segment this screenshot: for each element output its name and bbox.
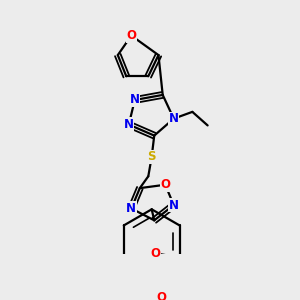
Text: N: N	[169, 199, 179, 212]
Text: N: N	[169, 112, 179, 125]
Text: S: S	[147, 150, 156, 163]
Text: O: O	[160, 178, 170, 191]
Text: O: O	[126, 29, 136, 42]
Text: N: N	[126, 202, 136, 215]
Text: N: N	[124, 118, 134, 131]
Text: N: N	[130, 94, 140, 106]
Text: O: O	[157, 291, 167, 300]
Text: O: O	[151, 247, 161, 260]
